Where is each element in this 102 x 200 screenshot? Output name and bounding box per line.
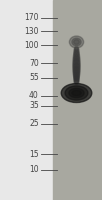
Ellipse shape xyxy=(73,70,80,73)
Ellipse shape xyxy=(74,47,79,50)
Ellipse shape xyxy=(74,50,79,54)
Ellipse shape xyxy=(73,59,80,62)
Ellipse shape xyxy=(73,55,80,59)
Ellipse shape xyxy=(73,57,80,61)
Ellipse shape xyxy=(73,60,80,64)
Ellipse shape xyxy=(73,66,80,69)
Ellipse shape xyxy=(73,72,80,76)
Ellipse shape xyxy=(73,55,80,58)
Ellipse shape xyxy=(74,77,79,80)
Ellipse shape xyxy=(74,79,79,83)
Ellipse shape xyxy=(74,79,79,83)
Ellipse shape xyxy=(74,76,79,80)
Bar xyxy=(0,0,53,200)
Ellipse shape xyxy=(74,77,79,81)
Ellipse shape xyxy=(73,62,80,66)
Ellipse shape xyxy=(74,47,79,51)
Ellipse shape xyxy=(73,69,80,72)
Ellipse shape xyxy=(74,49,79,52)
Ellipse shape xyxy=(74,79,79,82)
Ellipse shape xyxy=(72,90,81,96)
Ellipse shape xyxy=(74,75,79,79)
Ellipse shape xyxy=(74,49,79,53)
Ellipse shape xyxy=(74,50,79,53)
Ellipse shape xyxy=(73,56,80,60)
Ellipse shape xyxy=(73,68,80,72)
Ellipse shape xyxy=(73,64,80,67)
Ellipse shape xyxy=(61,84,92,102)
Ellipse shape xyxy=(73,59,80,63)
Ellipse shape xyxy=(73,54,80,58)
Ellipse shape xyxy=(73,70,80,74)
Ellipse shape xyxy=(73,65,80,69)
Ellipse shape xyxy=(74,81,79,84)
Ellipse shape xyxy=(73,56,80,59)
Ellipse shape xyxy=(74,74,79,78)
Ellipse shape xyxy=(73,63,80,66)
Ellipse shape xyxy=(73,62,80,66)
Ellipse shape xyxy=(73,66,80,70)
Ellipse shape xyxy=(74,53,79,56)
Ellipse shape xyxy=(73,67,80,70)
Text: 100: 100 xyxy=(24,40,39,49)
Ellipse shape xyxy=(73,73,80,77)
Ellipse shape xyxy=(73,71,80,74)
Ellipse shape xyxy=(74,76,79,80)
Ellipse shape xyxy=(73,71,80,75)
Text: 130: 130 xyxy=(24,26,39,36)
Ellipse shape xyxy=(74,48,79,52)
Ellipse shape xyxy=(69,88,84,98)
Ellipse shape xyxy=(74,46,79,50)
Ellipse shape xyxy=(73,58,80,61)
Ellipse shape xyxy=(73,68,80,71)
Ellipse shape xyxy=(74,51,79,55)
Ellipse shape xyxy=(73,73,80,76)
Text: 70: 70 xyxy=(29,58,39,68)
Ellipse shape xyxy=(73,63,80,67)
Ellipse shape xyxy=(74,54,79,57)
Ellipse shape xyxy=(73,60,80,63)
Ellipse shape xyxy=(74,48,79,52)
Ellipse shape xyxy=(74,51,79,54)
Ellipse shape xyxy=(69,36,84,48)
Ellipse shape xyxy=(73,65,80,69)
Ellipse shape xyxy=(73,58,80,62)
Ellipse shape xyxy=(74,52,79,56)
Ellipse shape xyxy=(73,55,80,59)
Ellipse shape xyxy=(65,86,88,100)
Ellipse shape xyxy=(73,65,80,68)
Ellipse shape xyxy=(73,61,80,64)
Ellipse shape xyxy=(74,40,79,44)
Ellipse shape xyxy=(74,78,79,82)
Ellipse shape xyxy=(74,48,79,51)
Ellipse shape xyxy=(73,62,80,65)
Ellipse shape xyxy=(73,69,80,73)
Ellipse shape xyxy=(74,80,79,84)
Ellipse shape xyxy=(74,75,79,78)
Text: 35: 35 xyxy=(29,101,39,110)
Text: 25: 25 xyxy=(29,119,39,129)
Ellipse shape xyxy=(73,57,80,60)
Ellipse shape xyxy=(73,58,80,62)
Text: 15: 15 xyxy=(29,150,39,159)
Ellipse shape xyxy=(74,74,79,77)
Bar xyxy=(53,0,102,200)
Ellipse shape xyxy=(73,69,80,73)
Text: 10: 10 xyxy=(29,165,39,174)
Ellipse shape xyxy=(74,51,79,55)
Ellipse shape xyxy=(73,72,80,75)
Ellipse shape xyxy=(74,76,79,79)
Ellipse shape xyxy=(73,72,80,76)
Text: 55: 55 xyxy=(29,73,39,82)
Ellipse shape xyxy=(72,38,81,46)
Ellipse shape xyxy=(74,78,79,81)
Text: 170: 170 xyxy=(24,14,39,22)
Ellipse shape xyxy=(73,64,80,68)
Ellipse shape xyxy=(73,61,80,65)
Ellipse shape xyxy=(74,52,79,55)
Ellipse shape xyxy=(74,53,79,57)
Ellipse shape xyxy=(74,80,79,83)
Ellipse shape xyxy=(73,67,80,71)
Text: 40: 40 xyxy=(29,92,39,100)
